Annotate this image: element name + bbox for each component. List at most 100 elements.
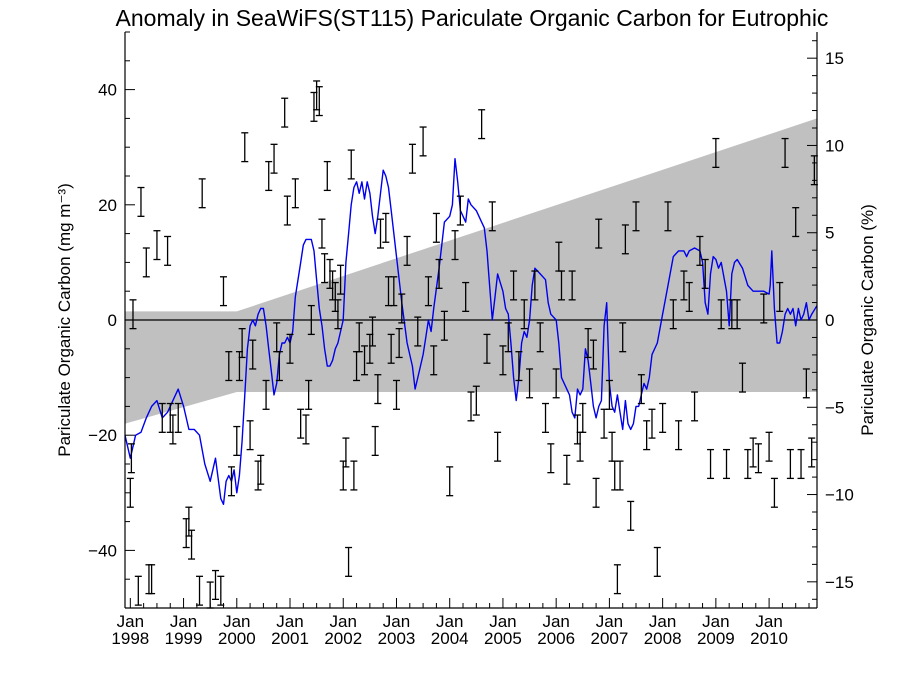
error-bar-layer bbox=[126, 80, 818, 609]
x-tick-month-label: Jan bbox=[489, 612, 516, 631]
y-axis-left-label: Pariculate Organic Carbon (mg m⁻³) bbox=[55, 183, 74, 457]
error-bar-point bbox=[619, 322, 627, 353]
x-tick-year-label: 2010 bbox=[750, 629, 788, 648]
error-bar-point bbox=[369, 316, 377, 347]
error-bar-point bbox=[211, 569, 219, 601]
error-bar-point bbox=[738, 362, 746, 393]
error-bar-point bbox=[568, 270, 576, 301]
y-tick-left-label: −40 bbox=[88, 541, 117, 560]
error-bar-point bbox=[246, 420, 254, 451]
error-bar-point bbox=[374, 374, 382, 405]
error-bar-point bbox=[765, 431, 773, 462]
error-bar-point bbox=[613, 564, 621, 595]
error-bar-point bbox=[153, 230, 161, 261]
error-bar-point bbox=[305, 379, 313, 410]
error-bar-point bbox=[174, 402, 182, 433]
error-bar-point bbox=[691, 391, 699, 422]
error-bar-point bbox=[127, 443, 135, 474]
error-bar-point bbox=[579, 402, 587, 433]
error-bar-point bbox=[126, 477, 134, 508]
error-bar-point bbox=[198, 178, 206, 209]
error-bar-point bbox=[675, 420, 683, 451]
error-bar-point bbox=[169, 414, 177, 445]
error-bar-point bbox=[592, 477, 600, 508]
error-bar-point bbox=[478, 109, 486, 140]
error-bar-point bbox=[536, 322, 544, 353]
error-bar-point bbox=[776, 281, 784, 313]
error-bar-point bbox=[432, 212, 440, 243]
error-bar-point bbox=[632, 201, 640, 232]
x-tick-month-label: Jan bbox=[436, 612, 463, 631]
error-bar-point bbox=[148, 564, 156, 595]
error-bar-point bbox=[643, 420, 651, 451]
x-tick-year-label: 2008 bbox=[644, 629, 682, 648]
x-tick-year-label: 2006 bbox=[537, 629, 575, 648]
y-tick-right-label: 5 bbox=[825, 224, 834, 243]
error-bar-point bbox=[520, 299, 528, 330]
error-bar-point bbox=[371, 425, 379, 457]
error-bar-point bbox=[786, 448, 794, 480]
error-bar-point bbox=[797, 448, 805, 480]
error-bar-point bbox=[744, 448, 752, 480]
error-bar-point bbox=[515, 351, 523, 382]
error-bar-point bbox=[494, 431, 502, 462]
error-bar-point bbox=[129, 299, 137, 330]
error-bar-point bbox=[392, 379, 400, 410]
error-bar-point bbox=[648, 408, 656, 439]
error-bar-point bbox=[414, 316, 422, 347]
error-bar-point bbox=[611, 460, 619, 491]
error-bar-point bbox=[297, 408, 305, 439]
error-bar-point bbox=[233, 425, 241, 457]
error-bar-point bbox=[164, 235, 172, 266]
error-bar-point bbox=[608, 431, 616, 462]
error-bar-point bbox=[281, 97, 289, 128]
y-tick-left-label: 20 bbox=[98, 196, 117, 215]
error-bar-point bbox=[595, 218, 603, 249]
error-bar-point bbox=[696, 235, 704, 266]
error-bar-point bbox=[669, 299, 677, 330]
error-bar-point bbox=[315, 86, 323, 117]
error-bar-point bbox=[621, 224, 629, 255]
error-bar-point bbox=[531, 270, 539, 301]
y-tick-right-label: 10 bbox=[825, 136, 844, 155]
error-bar-point bbox=[158, 402, 166, 433]
error-bar-point bbox=[275, 351, 283, 382]
error-bar-point bbox=[283, 195, 291, 226]
error-bar-point bbox=[345, 546, 353, 577]
error-bar-point bbox=[792, 207, 800, 238]
x-tick-year-label: 2000 bbox=[218, 629, 256, 648]
error-bar-point bbox=[225, 351, 233, 382]
error-bar-point bbox=[241, 132, 249, 163]
error-bar-point bbox=[196, 575, 204, 606]
error-bar-point bbox=[262, 379, 270, 410]
error-bar-point bbox=[627, 500, 635, 531]
error-bar-point bbox=[717, 299, 725, 330]
error-bar-point bbox=[377, 218, 385, 249]
error-bar-point bbox=[188, 529, 196, 560]
error-bar-point bbox=[542, 402, 550, 433]
error-bar-point bbox=[347, 149, 355, 180]
y-tick-right-label: 0 bbox=[825, 311, 834, 330]
x-tick-month-label: Jan bbox=[383, 612, 410, 631]
error-bar-point bbox=[440, 310, 448, 341]
error-bar-point bbox=[307, 304, 315, 336]
error-bar-point bbox=[723, 448, 731, 480]
error-bar-point bbox=[403, 235, 411, 266]
error-bar-point bbox=[318, 218, 326, 249]
error-bar-point bbox=[257, 454, 265, 485]
error-bar-point bbox=[557, 270, 565, 301]
error-bar-point bbox=[137, 186, 145, 217]
x-tick-month-label: Jan bbox=[596, 612, 623, 631]
error-bar-point bbox=[483, 333, 491, 364]
error-bar-point bbox=[142, 247, 150, 278]
error-bar-point bbox=[760, 293, 768, 324]
error-bar-point bbox=[291, 178, 299, 209]
error-bar-point bbox=[451, 230, 459, 261]
smoothed-anomaly-line bbox=[125, 158, 817, 505]
x-tick-year-label: 2007 bbox=[590, 629, 628, 648]
error-bar-point bbox=[323, 160, 331, 192]
error-bar-point bbox=[435, 258, 443, 289]
error-bar-point bbox=[600, 408, 608, 439]
error-bar-point bbox=[456, 195, 464, 226]
error-bar-point bbox=[302, 414, 310, 445]
